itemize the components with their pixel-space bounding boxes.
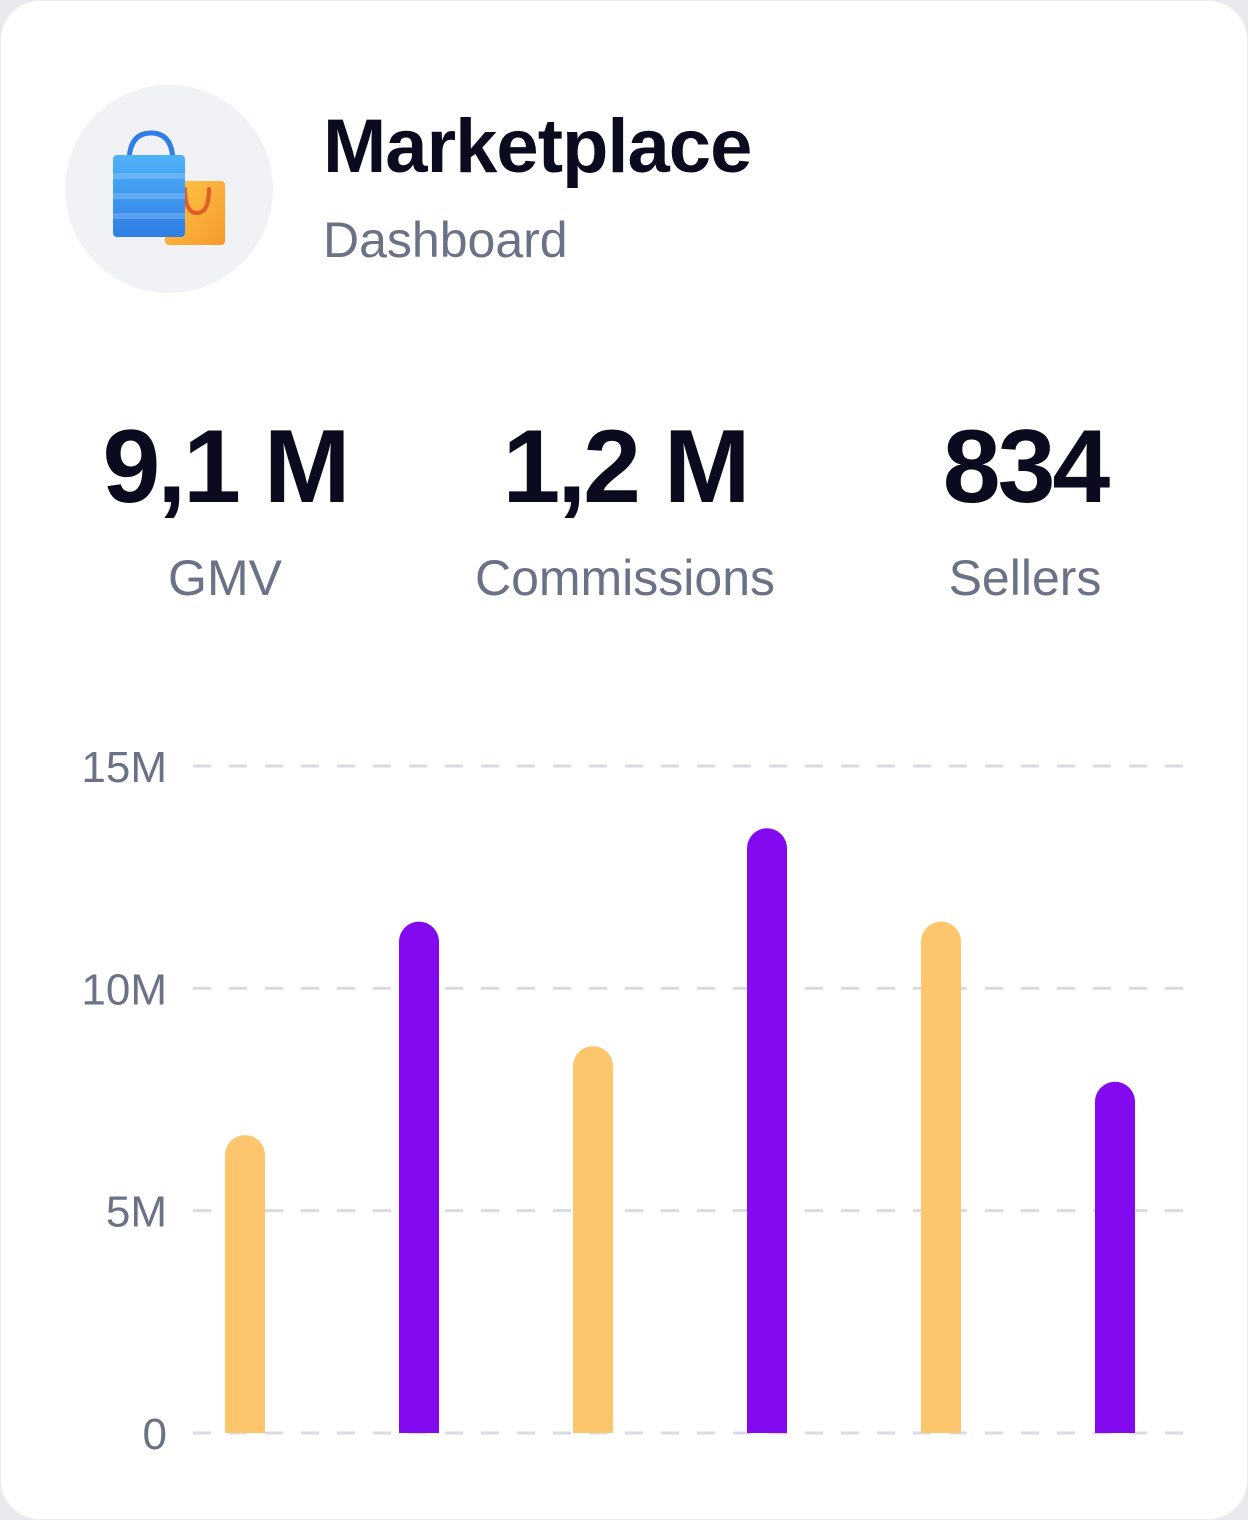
page-subtitle: Dashboard [323, 212, 568, 268]
bar [1095, 1081, 1135, 1433]
avatar [65, 85, 273, 293]
stat-value: 1,2 M [502, 409, 750, 525]
shopping-bags-icon [113, 130, 225, 245]
stat-value: 9,1 M [102, 409, 350, 525]
y-axis-tick-label: 15M [81, 743, 167, 792]
stat-sellers: 834 Sellers [825, 409, 1225, 603]
y-axis-tick-label: 10M [81, 965, 167, 1014]
bar-chart: 0 5M 10M 15M [81, 743, 1187, 1459]
bar [399, 921, 439, 1433]
stat-commissions: 1,2 M Commissions [425, 409, 825, 603]
bar [573, 1046, 613, 1433]
stat-value: 834 [942, 409, 1111, 525]
y-axis-tick-label: 0 [143, 1410, 167, 1459]
bar [225, 1135, 265, 1433]
bar [921, 921, 961, 1433]
bar [747, 828, 787, 1433]
page-title: Marketplace [323, 104, 752, 189]
stat-label: Commissions [474, 550, 776, 606]
y-axis-tick-label: 5M [106, 1188, 167, 1237]
stat-label: GMV [168, 550, 282, 606]
stat-label: Sellers [948, 550, 1102, 606]
stat-gmv: 9,1 M GMV [25, 409, 425, 603]
